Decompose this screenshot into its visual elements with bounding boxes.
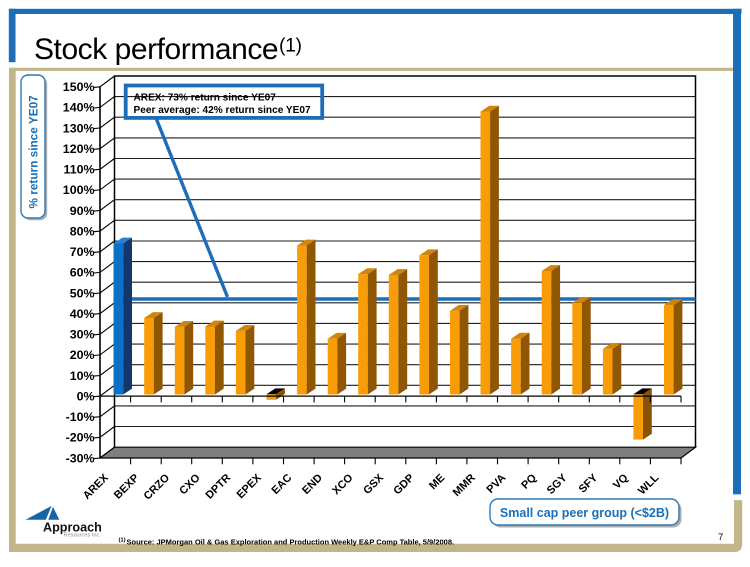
svg-text:120%: 120% bbox=[63, 142, 95, 156]
svg-text:100%: 100% bbox=[63, 183, 95, 197]
svg-text:(1): (1) bbox=[279, 35, 302, 57]
svg-text:Stock performance: Stock performance bbox=[34, 33, 278, 66]
svg-text:0%: 0% bbox=[77, 389, 95, 403]
svg-text:70%: 70% bbox=[70, 245, 95, 259]
svg-text:50%: 50% bbox=[70, 286, 95, 300]
svg-text:-30%: -30% bbox=[66, 451, 95, 465]
svg-text:-20%: -20% bbox=[66, 431, 95, 445]
svg-text:% return since YE07: % return since YE07 bbox=[26, 95, 40, 209]
svg-text:Source: JPMorgan Oil & Gas Exp: Source: JPMorgan Oil & Gas Exploration a… bbox=[127, 537, 455, 546]
svg-text:10%: 10% bbox=[70, 369, 95, 383]
svg-text:Small cap peer group (<$2B): Small cap peer group (<$2B) bbox=[500, 506, 669, 520]
svg-text:150%: 150% bbox=[63, 80, 95, 94]
svg-text:130%: 130% bbox=[63, 121, 95, 135]
svg-text:110%: 110% bbox=[63, 163, 94, 177]
svg-text:Resources Inc.: Resources Inc. bbox=[64, 533, 102, 539]
svg-text:Peer average: 42% return sinc: Peer average: 42% return since YE07 bbox=[134, 105, 312, 116]
svg-text:60%: 60% bbox=[70, 266, 95, 280]
svg-text:7: 7 bbox=[718, 532, 723, 543]
svg-text:140%: 140% bbox=[63, 101, 95, 115]
svg-text:90%: 90% bbox=[70, 204, 95, 218]
svg-text:-10%: -10% bbox=[66, 410, 95, 424]
svg-text:20%: 20% bbox=[70, 348, 95, 362]
svg-text:40%: 40% bbox=[70, 307, 95, 321]
svg-text:80%: 80% bbox=[70, 224, 95, 238]
svg-text:(1): (1) bbox=[119, 538, 126, 544]
svg-text:AREX: 73% return since YE07: AREX: 73% return since YE07 bbox=[134, 92, 277, 103]
svg-text:Approach: Approach bbox=[43, 521, 102, 535]
svg-text:30%: 30% bbox=[70, 328, 95, 342]
